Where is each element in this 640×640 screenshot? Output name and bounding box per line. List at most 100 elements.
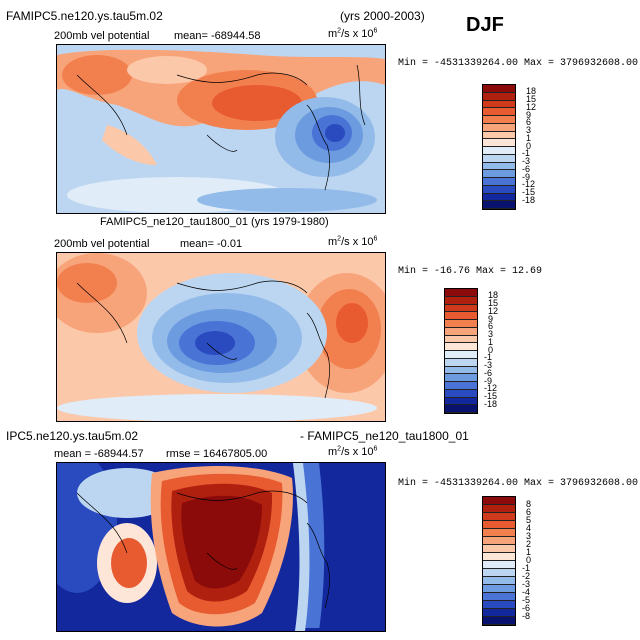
colorbar-swatch: [445, 304, 477, 313]
colorbar-swatch: [483, 170, 515, 178]
colorbar-swatch: [445, 382, 477, 390]
colorbar-tick-label: 0: [526, 554, 532, 565]
colorbar-swatch: [483, 123, 515, 132]
colorbar-tick-label: -8: [522, 610, 531, 621]
colorbar-swatch: [445, 397, 477, 406]
colorbar-swatch: [445, 405, 477, 413]
panel2-units: m2/s x 106: [328, 235, 378, 248]
panel3-rmse: rmse = 16467805.00: [166, 448, 268, 460]
colorbar-swatch: [445, 296, 477, 305]
colorbar-swatch: [483, 585, 515, 593]
colorbar-tick-label: -15: [484, 391, 498, 401]
colorbar-swatch: [483, 154, 515, 163]
colorbar-tick-label: 5: [526, 514, 532, 525]
panel1-colorbar-labels: 18 15 12 9 6 3 1 0 -1 -3 -6 -9 -12 -15 -18: [522, 84, 562, 208]
panel2-colorbar-labels: 18 15 12 9 6 3 1 0 -1 -3 -6 -9 -12 -15 -18: [484, 288, 524, 412]
panel3-map-field: [57, 463, 385, 631]
panel3-mean: mean = -68944.57: [54, 448, 144, 460]
colorbar-tick-label: 3: [526, 530, 532, 541]
colorbar-tick-label: -1: [522, 148, 531, 159]
colorbar-swatch: [483, 537, 515, 545]
colorbar-tick-label: -3: [522, 156, 531, 166]
colorbar-swatch: [445, 320, 477, 328]
panel2-mean: mean= -0.01: [180, 238, 243, 250]
colorbar-swatch: [483, 577, 515, 585]
colorbar-tick-label: -5: [522, 594, 531, 605]
panel3-colorbar: [482, 496, 516, 626]
colorbar-tick-label: -2: [522, 570, 531, 581]
panel3-title-left: IPC5.ne120.ys.tau5m.02: [6, 429, 139, 443]
colorbar-tick-label: -1: [522, 562, 531, 573]
colorbar-tick-label: -3: [522, 578, 531, 589]
colorbar-swatch: [483, 521, 515, 529]
panel2-colorbar: [444, 288, 478, 414]
panel2-minmax: Min = -16.76 Max = 12.69: [398, 266, 543, 277]
colorbar-swatch: [445, 389, 477, 398]
panel2-map-field: [57, 253, 385, 421]
colorbar-tick-label: 3: [488, 329, 494, 339]
colorbar-swatch: [483, 617, 515, 625]
colorbar-swatch: [483, 553, 515, 561]
colorbar-swatch: [483, 185, 515, 194]
colorbar-tick-label: -18: [522, 194, 536, 205]
panel1-map: [56, 44, 386, 214]
colorbar-tick-label: 15: [526, 94, 537, 104]
panel2-title: FAMIPC5_ne120_tau1800_01 (yrs 1979-1980): [100, 216, 329, 228]
colorbar-swatch: [483, 505, 515, 513]
colorbar-swatch: [445, 335, 477, 344]
panel1-units: m2/s x 106: [328, 27, 378, 40]
colorbar-tick-label: 2: [526, 538, 532, 549]
colorbar-swatch: [483, 116, 515, 124]
colorbar-swatch: [445, 366, 477, 375]
colorbar-tick-label: 6: [526, 506, 532, 517]
colorbar-swatch: [483, 85, 515, 93]
colorbar-swatch: [445, 312, 477, 320]
colorbar-tick-label: -12: [522, 179, 536, 190]
panel3-units: m2/s x 106: [328, 445, 378, 458]
colorbar-tick-label: 9: [526, 109, 532, 120]
colorbar-swatch: [483, 92, 515, 101]
colorbar-tick-label: -12: [484, 383, 498, 394]
years-range: (yrs 2000-2003): [340, 9, 425, 23]
colorbar-tick-label: 0: [488, 344, 494, 355]
panel3-map: [56, 462, 386, 632]
colorbar-tick-label: 4: [526, 522, 532, 533]
colorbar-swatch: [483, 497, 515, 505]
colorbar-swatch: [445, 327, 477, 336]
colorbar-swatch: [483, 593, 515, 601]
colorbar-swatch: [483, 201, 515, 209]
colorbar-swatch: [445, 374, 477, 382]
colorbar-tick-label: -3: [484, 360, 493, 370]
colorbar-tick-label: 9: [488, 313, 494, 324]
panel2-variable: 200mb vel potential: [54, 238, 150, 250]
colorbar-tick-label: 18: [488, 290, 499, 301]
season-label: DJF: [466, 14, 504, 36]
colorbar-swatch: [483, 545, 515, 553]
colorbar-tick-label: 12: [488, 305, 499, 316]
colorbar-tick-label: 8: [526, 498, 532, 509]
colorbar-swatch: [445, 351, 477, 359]
colorbar-tick-label: 3: [526, 125, 532, 135]
colorbar-swatch: [483, 162, 515, 171]
colorbar-swatch: [483, 601, 515, 609]
panel1-map-field: [57, 45, 385, 213]
colorbar-swatch: [483, 147, 515, 155]
panel1-variable: 200mb vel potential: [54, 30, 150, 42]
panel3-title-right: - FAMIPC5_ne120_tau1800_01: [300, 429, 469, 443]
colorbar-tick-label: 1: [526, 132, 532, 143]
panel2-map: [56, 252, 386, 422]
colorbar-tick-label: -15: [522, 187, 536, 197]
colorbar-tick-label: 1: [526, 546, 532, 557]
panel1-mean: mean= -68944.58: [174, 30, 261, 42]
colorbar-tick-label: 15: [488, 298, 499, 308]
panel1-minmax: Min = -4531339264.00 Max = 3796932608.00: [398, 58, 639, 69]
panel3-colorbar-labels: 8 6 5 4 3 2 1 0 -1 -2 -3 -4 -5 -6 -8: [522, 496, 562, 624]
colorbar-tick-label: 6: [526, 117, 532, 128]
colorbar-swatch: [483, 100, 515, 109]
colorbar-tick-label: -4: [522, 586, 531, 597]
colorbar-swatch: [483, 609, 515, 617]
colorbar-swatch: [483, 193, 515, 202]
colorbar-tick-label: -1: [484, 352, 493, 363]
colorbar-swatch: [483, 178, 515, 186]
colorbar-tick-label: 18: [526, 86, 537, 97]
